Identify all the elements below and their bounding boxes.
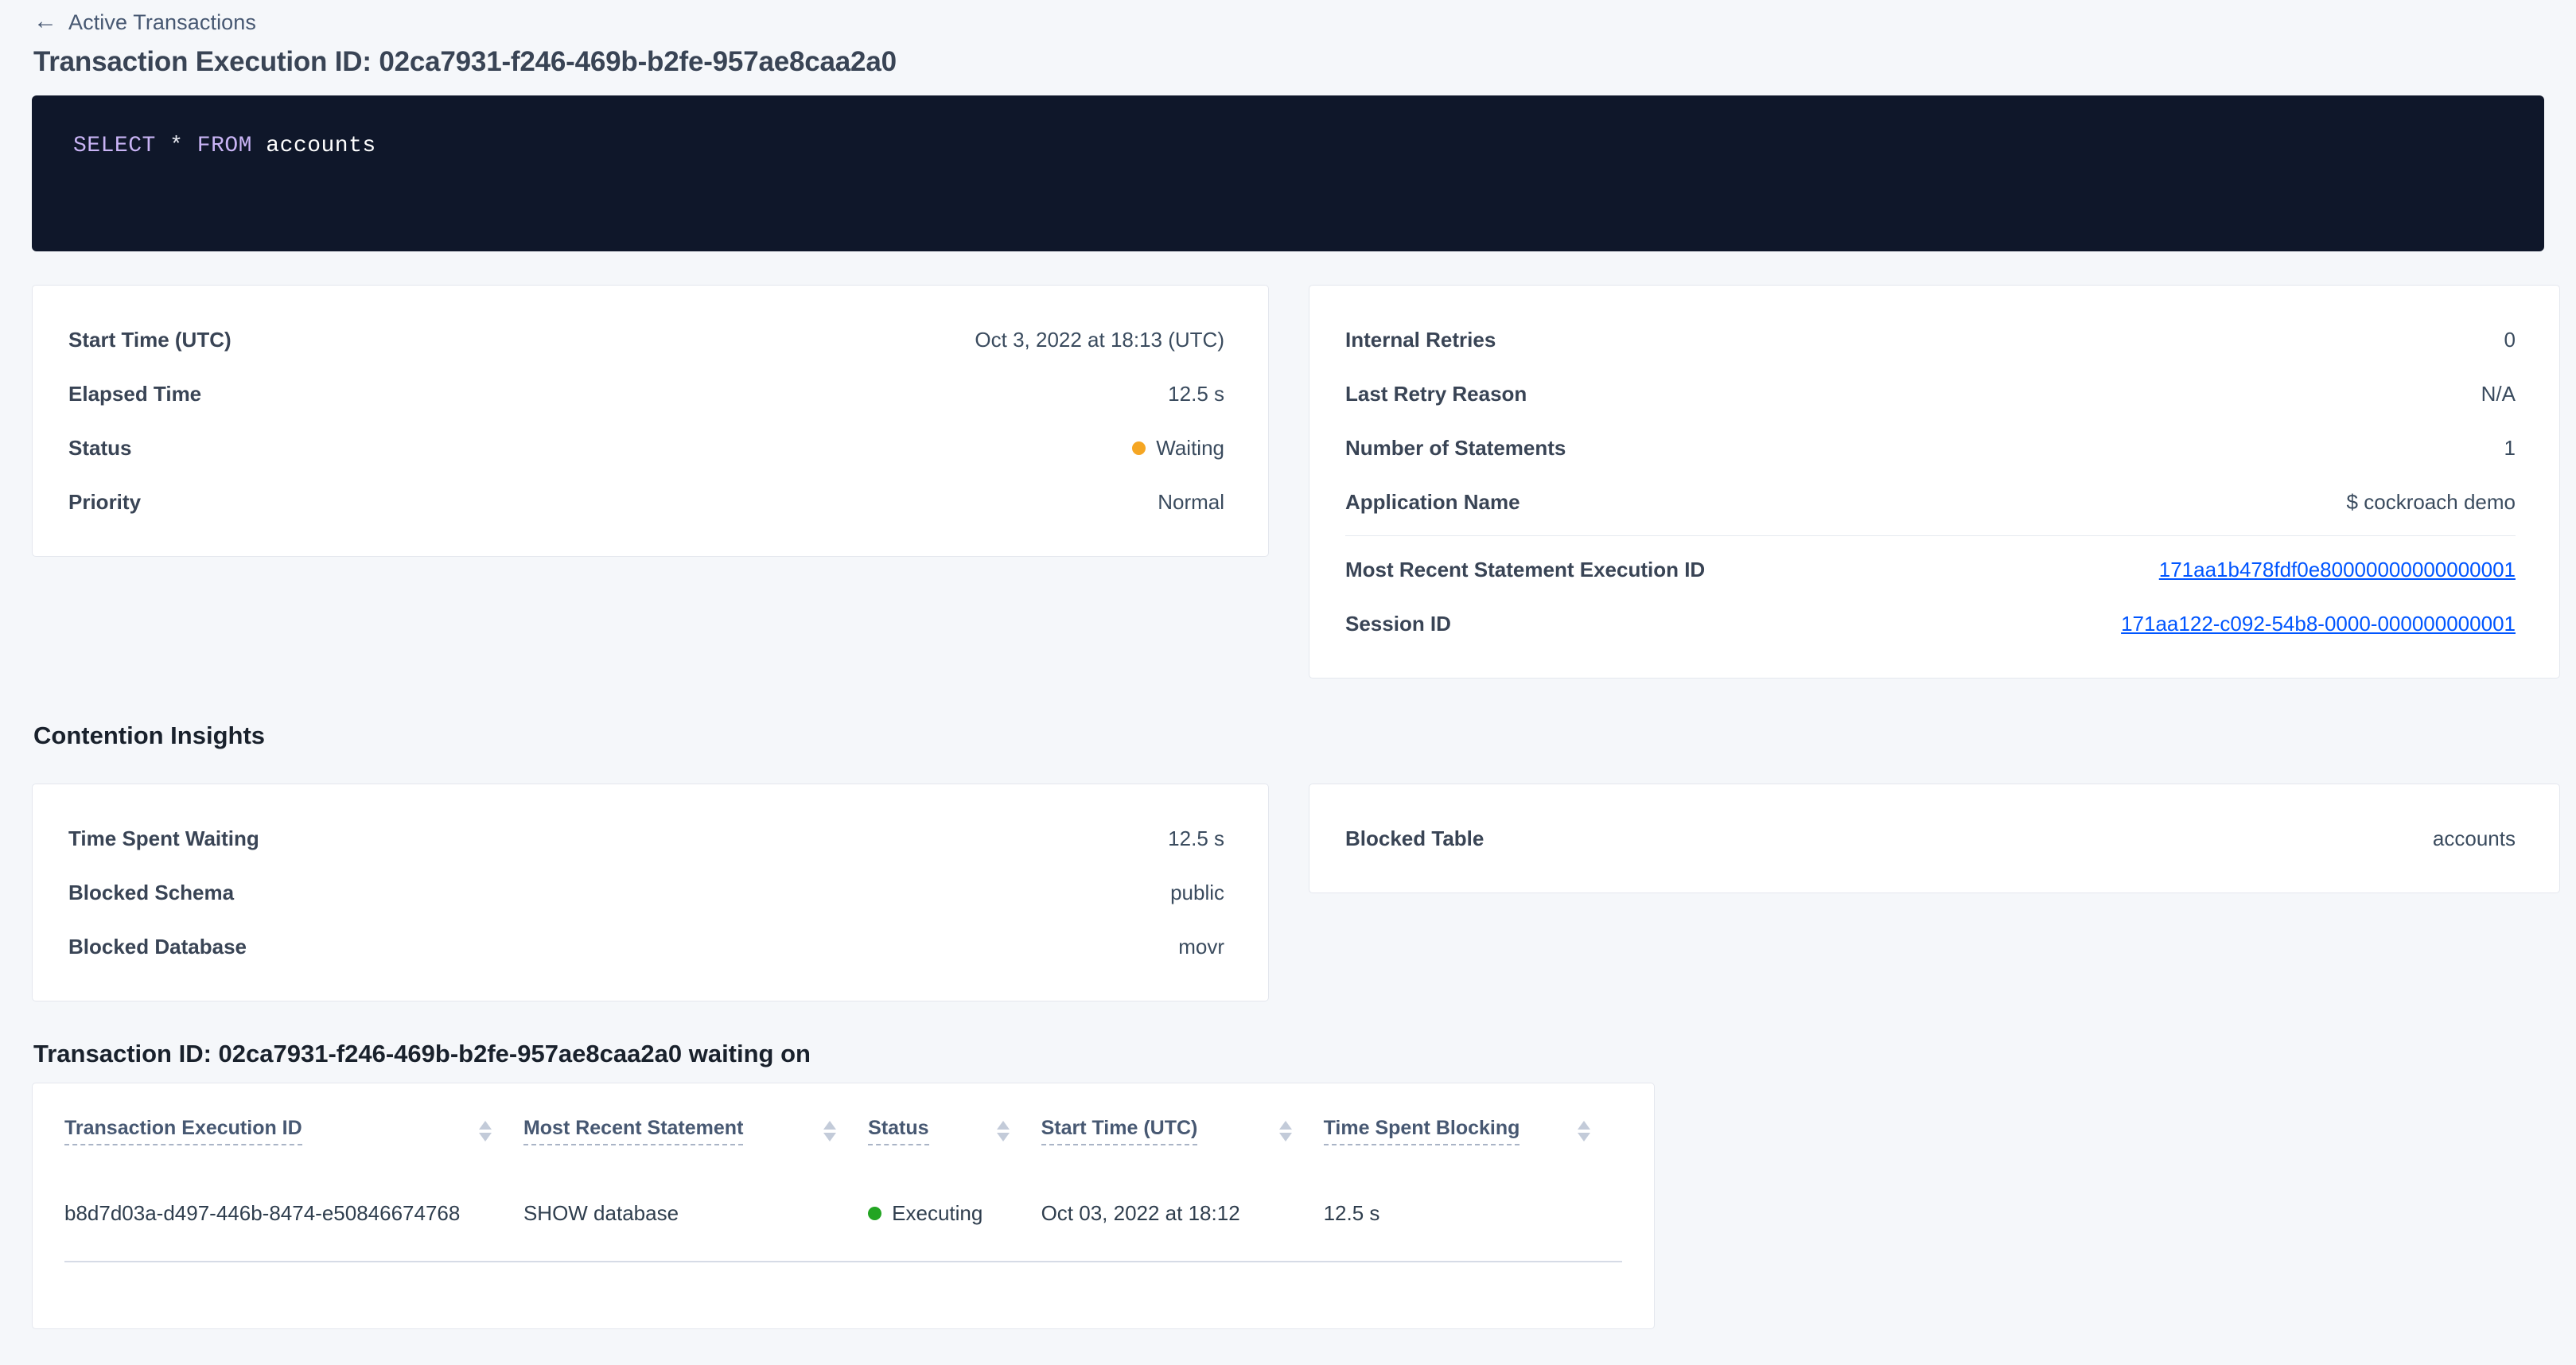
kv-label: Elapsed Time: [68, 381, 202, 406]
sort-arrows-icon[interactable]: [1578, 1121, 1590, 1141]
transaction-overview-card: Start Time (UTC) Oct 3, 2022 at 18:13 (U…: [32, 285, 1269, 557]
kv-value: $ cockroach demo: [2346, 489, 2516, 514]
column-header-label: Most Recent Statement: [523, 1117, 744, 1145]
contention-cards-row: Time Spent Waiting 12.5 s Blocked Schema…: [32, 784, 2560, 1001]
kv-row-priority: Priority Normal: [68, 475, 1224, 529]
column-header-status[interactable]: Status: [868, 1083, 1041, 1166]
kv-row-most-recent-statement-execution-id: Most Recent Statement Execution ID 171aa…: [1345, 542, 2516, 597]
back-link-active-transactions[interactable]: ← Active Transactions: [16, 0, 256, 35]
cell-transaction-execution-id: b8d7d03a-d497-446b-8474-e50846674768: [64, 1166, 523, 1262]
contention-right-card: Blocked Table accounts: [1309, 784, 2560, 893]
column-header-label: Status: [868, 1117, 929, 1145]
table-row[interactable]: b8d7d03a-d497-446b-8474-e50846674768 SHO…: [64, 1166, 1622, 1262]
transaction-details-card: Internal Retries 0 Last Retry Reason N/A…: [1309, 285, 2560, 679]
status-dot-icon: [1132, 441, 1146, 455]
kv-row-application-name: Application Name $ cockroach demo: [1345, 475, 2516, 529]
kv-value: 1: [2504, 435, 2516, 460]
kv-row-elapsed-time: Elapsed Time 12.5 s: [68, 367, 1224, 421]
sort-arrows-icon[interactable]: [996, 1121, 1010, 1141]
kv-label: Session ID: [1345, 611, 1451, 636]
column-header-time-spent-blocking[interactable]: Time Spent Blocking: [1323, 1083, 1622, 1166]
kv-value: accounts: [2432, 826, 2516, 850]
kv-label: Start Time (UTC): [68, 327, 232, 352]
contention-left-card: Time Spent Waiting 12.5 s Blocked Schema…: [32, 784, 1269, 1001]
sort-arrows-icon[interactable]: [1278, 1121, 1292, 1141]
kv-row-internal-retries: Internal Retries 0: [1345, 313, 2516, 367]
kv-row-status: Status Waiting: [68, 421, 1224, 475]
kv-row-blocked-table: Blocked Table accounts: [1345, 811, 2516, 865]
sql-keyword-from: FROM: [197, 134, 252, 158]
contention-insights-heading: Contention Insights: [33, 721, 266, 749]
status-label: Waiting: [1156, 435, 1224, 460]
kv-label: Internal Retries: [1345, 327, 1496, 352]
column-header-label: Transaction Execution ID: [64, 1117, 302, 1145]
kv-label: Blocked Table: [1345, 826, 1485, 850]
sql-keyword-select: SELECT: [73, 134, 156, 158]
sort-arrows-icon[interactable]: [478, 1121, 492, 1141]
kv-value: 0: [2504, 327, 2516, 352]
sort-arrows-icon[interactable]: [823, 1121, 837, 1141]
kv-label: Number of Statements: [1345, 435, 1566, 460]
session-id-link[interactable]: 171aa122-c092-54b8-0000-000000000001: [2121, 611, 2516, 636]
statement-execution-id-link[interactable]: 171aa1b478fdf0e80000000000000001: [2158, 557, 2516, 581]
status-badge: Waiting: [1132, 436, 1224, 461]
kv-value: Waiting: [1132, 436, 1224, 461]
column-header-transaction-execution-id[interactable]: Transaction Execution ID: [64, 1083, 523, 1166]
table-body: b8d7d03a-d497-446b-8474-e50846674768 SHO…: [64, 1166, 1622, 1262]
column-header-most-recent-statement[interactable]: Most Recent Statement: [523, 1083, 868, 1166]
column-header-label: Start Time (UTC): [1041, 1117, 1198, 1145]
overview-cards-row: Start Time (UTC) Oct 3, 2022 at 18:13 (U…: [32, 285, 2560, 679]
status-dot-icon: [868, 1207, 882, 1220]
sql-statement-block: SELECT * FROM accounts: [32, 95, 2544, 251]
status-label: Executing: [892, 1201, 983, 1225]
table-header-row: Transaction Execution ID Most Recent Sta…: [64, 1083, 1622, 1166]
cell-text: 12.5 s: [1323, 1201, 1380, 1225]
kv-label: Application Name: [1345, 489, 1520, 514]
kv-row-start-time: Start Time (UTC) Oct 3, 2022 at 18:13 (U…: [68, 313, 1224, 367]
kv-row-time-spent-waiting: Time Spent Waiting 12.5 s: [68, 811, 1224, 865]
card-divider: [1345, 535, 2516, 536]
sql-code: SELECT * FROM accounts: [73, 134, 2544, 158]
kv-label: Priority: [68, 489, 142, 514]
kv-value: movr: [1178, 934, 1224, 959]
waiting-on-heading: Transaction ID: 02ca7931-f246-469b-b2fe-…: [33, 1040, 811, 1068]
cell-text: SHOW database: [523, 1201, 679, 1225]
waiting-on-table: Transaction Execution ID Most Recent Sta…: [64, 1083, 1622, 1262]
arrow-left-icon: ←: [33, 7, 57, 34]
waiting-on-table-card: Transaction Execution ID Most Recent Sta…: [32, 1083, 1655, 1329]
column-header-start-time[interactable]: Start Time (UTC): [1041, 1083, 1324, 1166]
kv-row-blocked-schema: Blocked Schema public: [68, 865, 1224, 920]
kv-label: Status: [68, 435, 132, 460]
cell-most-recent-statement: SHOW database: [523, 1166, 869, 1262]
kv-value: N/A: [2481, 381, 2516, 406]
kv-label: Last Retry Reason: [1345, 381, 1527, 406]
kv-row-number-of-statements: Number of Statements 1: [1345, 421, 2516, 475]
kv-value: Oct 3, 2022 at 18:13 (UTC): [975, 327, 1224, 352]
cell-text: Executing: [868, 1201, 1041, 1226]
kv-label: Most Recent Statement Execution ID: [1345, 557, 1706, 581]
status-badge: Executing: [868, 1201, 983, 1226]
cell-status: Executing: [868, 1166, 1041, 1262]
cell-start-time: Oct 03, 2022 at 18:12: [1041, 1166, 1324, 1262]
column-header-label: Time Spent Blocking: [1323, 1117, 1520, 1145]
kv-value: 12.5 s: [1168, 826, 1224, 850]
table-head: Transaction Execution ID Most Recent Sta…: [64, 1083, 1622, 1166]
sql-operator-star: *: [169, 134, 184, 158]
cell-text: b8d7d03a-d497-446b-8474-e50846674768: [64, 1201, 461, 1225]
cell-text: Oct 03, 2022 at 18:12: [1041, 1201, 1240, 1225]
kv-label: Blocked Schema: [68, 880, 235, 904]
kv-row-session-id: Session ID 171aa122-c092-54b8-0000-00000…: [1345, 597, 2516, 651]
kv-label: Time Spent Waiting: [68, 826, 259, 850]
kv-value: 12.5 s: [1168, 381, 1224, 406]
back-link-label: Active Transactions: [68, 10, 257, 34]
page-title: Transaction Execution ID: 02ca7931-f246-…: [33, 46, 897, 77]
sql-identifier-table: accounts: [266, 134, 376, 158]
kv-value: Normal: [1158, 489, 1224, 514]
kv-label: Blocked Database: [68, 934, 247, 959]
kv-row-last-retry-reason: Last Retry Reason N/A: [1345, 367, 2516, 421]
cell-time-spent-blocking: 12.5 s: [1323, 1166, 1622, 1262]
kv-row-blocked-database: Blocked Database movr: [68, 920, 1224, 974]
kv-value: public: [1170, 880, 1224, 904]
